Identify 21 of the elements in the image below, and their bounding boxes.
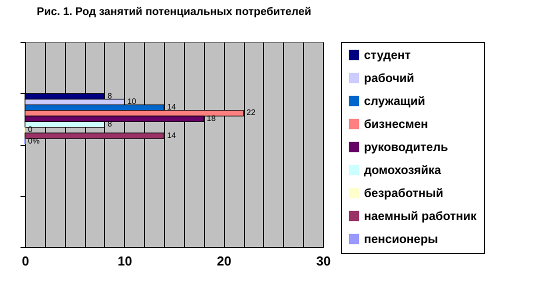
data-label: 0% bbox=[28, 136, 40, 146]
chart-title: Рис. 1. Род занятий потенциальных потребителей bbox=[36, 6, 312, 18]
legend-label: рабочий bbox=[364, 71, 414, 85]
data-label: 18 bbox=[206, 114, 216, 123]
legend-label: безработный bbox=[364, 186, 444, 200]
legend-label: служащий bbox=[364, 94, 426, 108]
data-label: 14 bbox=[167, 130, 177, 140]
legend-label: пенсионеры bbox=[364, 232, 438, 246]
data-label: 8 bbox=[107, 91, 112, 100]
x-tick-label: 30 bbox=[316, 254, 331, 268]
x-tick-label: 20 bbox=[216, 254, 232, 268]
x-tick-label: 10 bbox=[118, 254, 132, 268]
x-tick-label: 0 bbox=[22, 254, 30, 268]
data-label: 22 bbox=[246, 108, 256, 118]
legend-label: руководитель bbox=[364, 140, 448, 154]
legend-label: домохозяйка bbox=[364, 163, 442, 177]
legend-label: бизнесмен bbox=[364, 117, 428, 131]
legend-label: студент bbox=[364, 48, 411, 62]
legend-label: наемный работник bbox=[364, 209, 478, 223]
data-label: 10 bbox=[127, 96, 137, 106]
data-label: 14 bbox=[167, 102, 177, 112]
